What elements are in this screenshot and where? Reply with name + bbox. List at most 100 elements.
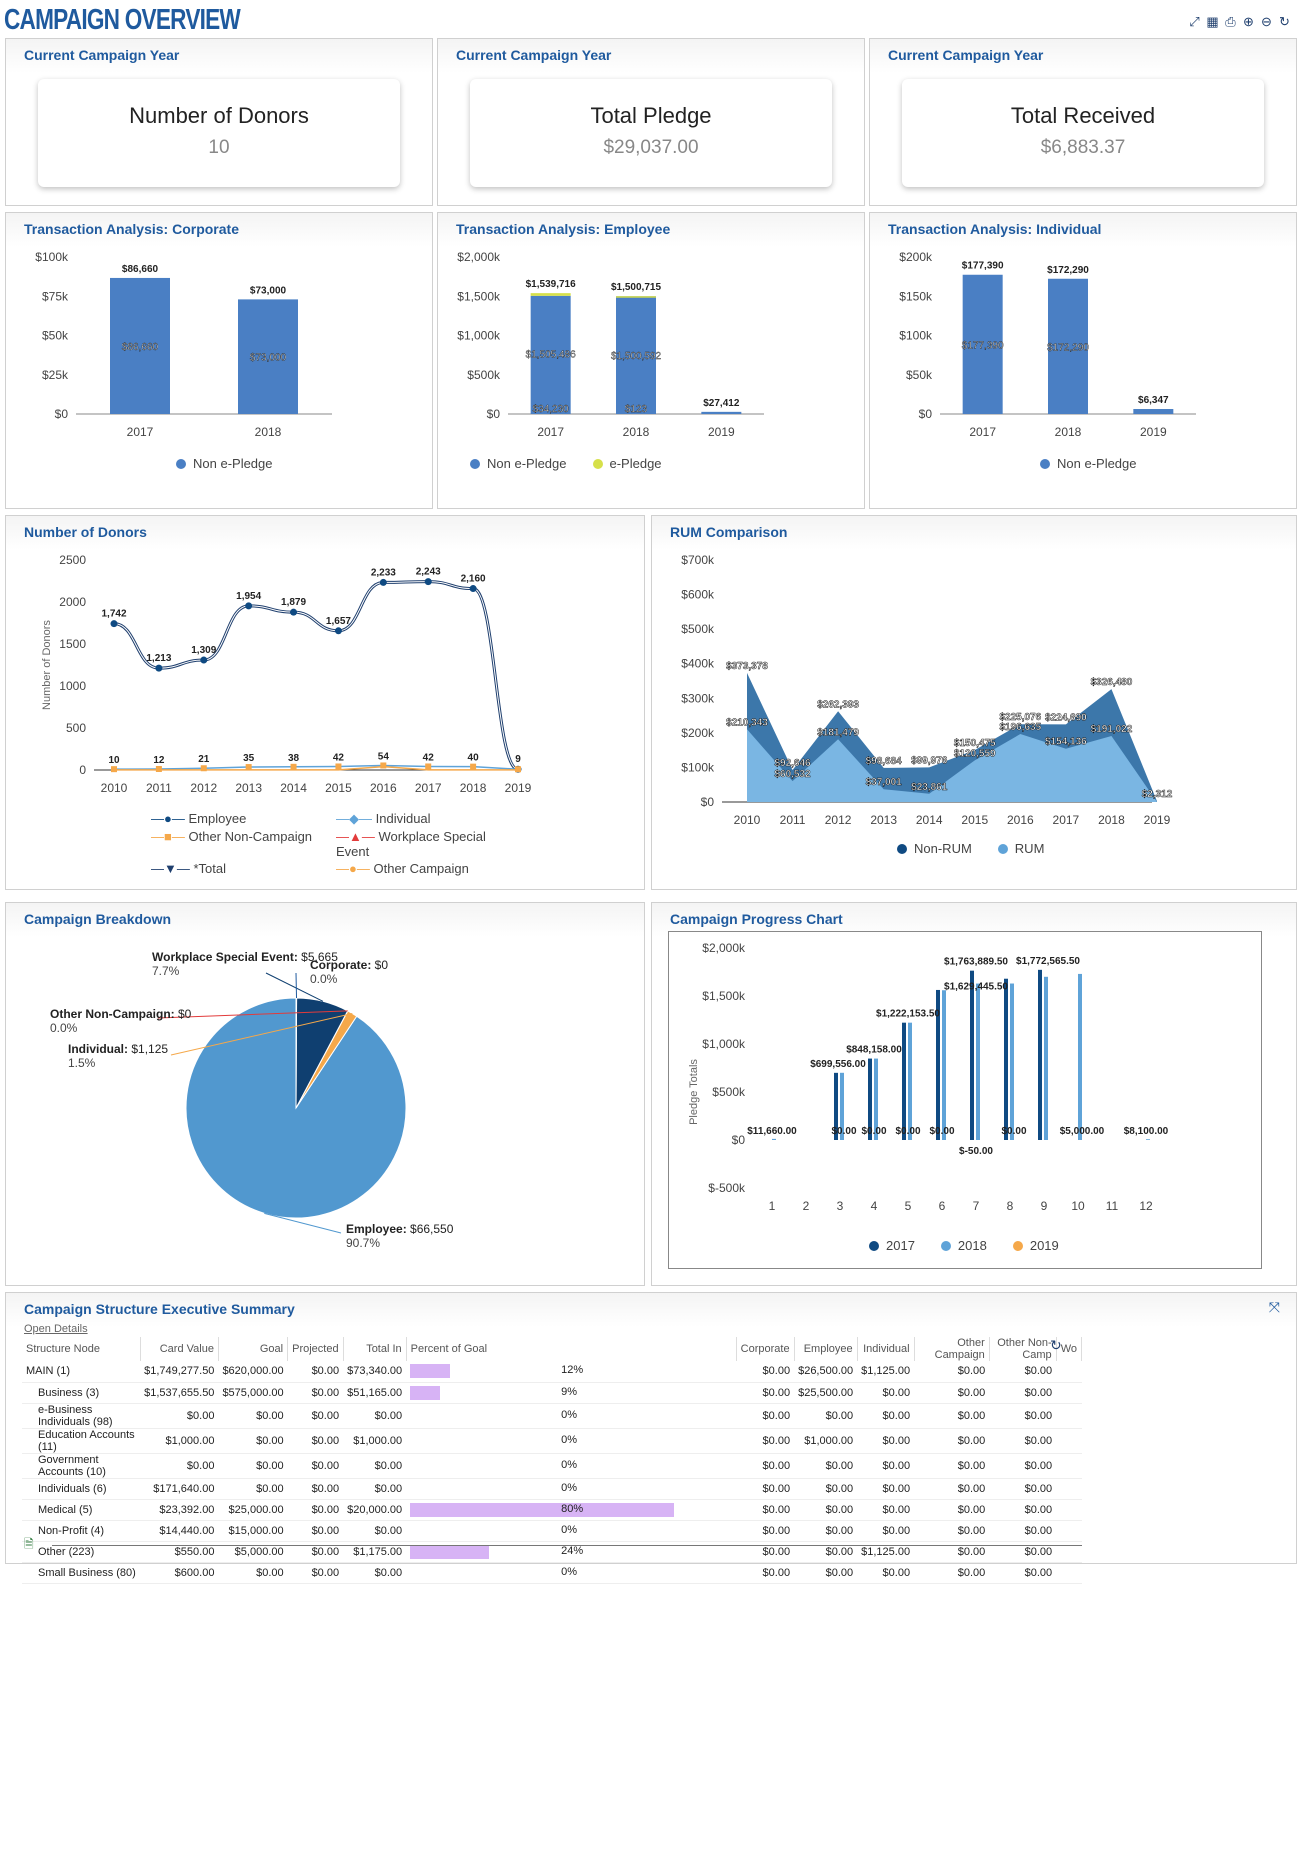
print-icon[interactable]: ⎙	[1225, 14, 1236, 29]
table-cell	[1056, 1403, 1082, 1429]
bar	[976, 983, 980, 1140]
percent-label: 0%	[561, 1565, 578, 1578]
x-tick-label: 2019	[505, 781, 532, 795]
x-tick-label: 2015	[961, 813, 988, 827]
x-tick-label: 2014	[280, 781, 307, 795]
summary-table-wrap: Structure Node Card Value Goal Projected Tot…	[22, 1337, 1083, 1584]
data-label: $177,390	[962, 261, 1004, 272]
table-row[interactable]: Medical (5) $23,392.00 $25,000.00 $0.00 $20,…	[22, 1499, 1082, 1521]
table-row[interactable]: Business (3) $1,537,655.50 $575,000.00 $0.0…	[22, 1382, 1082, 1404]
pie-leader-line	[264, 1212, 342, 1234]
x-tick-label: 2017	[415, 781, 442, 795]
column-header[interactable]: Corporate	[736, 1337, 795, 1361]
table-row[interactable]: Non-Profit (4) $14,440.00 $15,000.00 $0.00 $…	[22, 1520, 1082, 1542]
table-row[interactable]: Education Accounts (11) $1,000.00 $0.00 $0.…	[22, 1428, 1082, 1454]
bar	[936, 989, 940, 1140]
y-tick-label: $700k	[681, 553, 715, 567]
panel-title: Campaign Breakdown	[24, 911, 172, 927]
table-cell: 0%	[406, 1428, 737, 1454]
data-label: 1,954	[236, 591, 261, 602]
table-row[interactable]: MAIN (1) $1,749,277.50 $620,000.00 $0.00 $73…	[22, 1361, 1082, 1383]
legend-item[interactable]: 2017	[869, 1238, 915, 1253]
table-row[interactable]: Individuals (6) $171,640.00 $0.00 $0.00 $0.0…	[22, 1478, 1082, 1500]
y-tick-label: $0	[487, 407, 501, 421]
table-cell: $0.00	[989, 1382, 1057, 1404]
grid-icon[interactable]: ▦	[1206, 14, 1219, 29]
legend-label: Non e-Pledge	[193, 456, 273, 471]
table-row[interactable]: e-Business Individuals (98) $0.00 $0.00 $0.…	[22, 1403, 1082, 1429]
legend-item[interactable]: —▲— Workplace Special Event	[336, 829, 521, 859]
data-label: $181,479	[817, 727, 859, 738]
y-tick-label: $2,000k	[457, 250, 501, 264]
column-header[interactable]: Other Campaign	[914, 1337, 990, 1361]
table-cell	[1056, 1562, 1082, 1584]
column-header[interactable]: Structure Node	[22, 1337, 141, 1361]
legend-item[interactable]: Non-RUM	[897, 841, 972, 856]
data-label: $210,343	[726, 717, 768, 728]
kpi-label: Total Received	[1010, 103, 1156, 128]
rum-comparison-panel: RUM Comparison $0 $100k $200k $300k $400k $50…	[651, 515, 1297, 890]
column-header[interactable]: Employee	[794, 1337, 858, 1361]
table-cell: $0.00	[736, 1541, 795, 1563]
legend-marker: —▲—	[336, 829, 375, 844]
data-label: $0.00	[861, 1126, 886, 1137]
data-label: 42	[333, 752, 345, 763]
column-header[interactable]: Wo	[1056, 1337, 1083, 1361]
column-header[interactable]: Total In	[343, 1337, 407, 1361]
table-cell: $0.00	[857, 1520, 915, 1542]
scrollbar[interactable]	[52, 1545, 1082, 1546]
table-cell: $0.00	[343, 1403, 407, 1429]
bar	[110, 277, 170, 414]
table-cell: $0.00	[218, 1453, 288, 1479]
expand-icon[interactable]: ⤢	[1189, 14, 1200, 29]
y-tick-label: $0	[732, 1133, 746, 1147]
y-tick-label: $100k	[899, 329, 933, 343]
table-cell: 0%	[406, 1478, 737, 1500]
expand-icon[interactable]: ⤧	[1268, 1299, 1280, 1315]
column-header[interactable]: Individual	[857, 1337, 915, 1361]
data-label: 9	[515, 754, 521, 765]
data-label: $23,861	[911, 782, 948, 793]
table-row[interactable]: Small Business (80) $600.00 $0.00 $0.00 $0.0…	[22, 1562, 1082, 1584]
table-row[interactable]: Other (223) $550.00 $5,000.00 $0.00 $1,175.0…	[22, 1541, 1082, 1563]
table-row[interactable]: Government Accounts (10) $0.00 $0.00 $0.00 $…	[22, 1453, 1082, 1479]
legend-item[interactable]: Non e-Pledge	[1040, 456, 1137, 471]
add-icon[interactable]: ⊕	[1243, 14, 1254, 29]
table-cell: $0.00	[287, 1361, 344, 1383]
legend-item[interactable]: —▼— *Total	[151, 861, 336, 876]
table-cell: 12%	[406, 1361, 737, 1383]
table-cell: $0.00	[794, 1562, 858, 1584]
column-header[interactable]: Percent of Goal	[406, 1337, 737, 1361]
legend-item[interactable]: —●— Other Campaign	[336, 861, 521, 876]
legend-label: Non-RUM	[914, 841, 972, 856]
table-cell: $0.00	[287, 1541, 344, 1563]
column-header[interactable]: Other Non-Camp	[989, 1337, 1057, 1361]
excel-export-icon[interactable]: 🗎	[24, 1537, 34, 1551]
legend-item[interactable]: —■— Other Non-Campaign	[151, 829, 336, 859]
y-tick-label: $0	[55, 407, 69, 421]
refresh-icon[interactable]: ↻	[1279, 14, 1290, 29]
legend-item[interactable]: Non e-Pledge	[176, 456, 273, 471]
table-cell: Government Accounts (10)	[22, 1453, 141, 1479]
pie-pct-label: 7.7%	[152, 964, 180, 978]
bar	[840, 1072, 844, 1140]
table-cell: $600.00	[140, 1562, 219, 1584]
y-tick-label: 2000	[59, 595, 86, 609]
open-details-link[interactable]: Open Details	[24, 1323, 88, 1335]
column-header[interactable]: Projected	[287, 1337, 344, 1361]
legend-item[interactable]: 2019	[1012, 1238, 1059, 1253]
refresh-icon[interactable]: ↻	[1050, 1337, 1062, 1353]
legend-item[interactable]: —●— Employee	[151, 811, 336, 827]
column-header[interactable]: Card Value	[140, 1337, 219, 1361]
legend-item[interactable]: e-Pledge	[592, 456, 662, 471]
table-cell: $0.00	[857, 1403, 915, 1429]
table-cell: $0.00	[140, 1403, 219, 1429]
legend-item[interactable]: RUM	[997, 841, 1044, 856]
column-header[interactable]: Goal	[218, 1337, 289, 1361]
legend-item[interactable]: —◆— Individual	[336, 811, 521, 827]
legend-item[interactable]: 2018	[940, 1238, 987, 1253]
legend-item[interactable]: Non e-Pledge	[470, 456, 567, 471]
x-tick-label: 5	[905, 1199, 912, 1213]
remove-icon[interactable]: ⊖	[1261, 14, 1272, 29]
